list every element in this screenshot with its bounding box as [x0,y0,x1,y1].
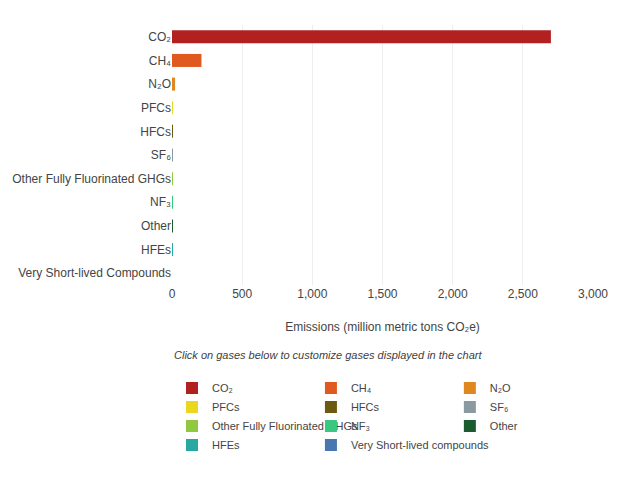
svg-text:PFCs: PFCs [212,401,240,413]
svg-text:HFEs: HFEs [212,439,240,451]
svg-text:3,000: 3,000 [578,287,608,301]
svg-text:N₂O: N₂O [490,382,511,394]
svg-text:Other: Other [141,219,171,233]
svg-text:1,000: 1,000 [297,287,327,301]
svg-text:0: 0 [169,287,176,301]
svg-text:Very Short-lived compounds: Very Short-lived compounds [351,439,489,451]
svg-text:Emissions (million metric tons: Emissions (million metric tons CO₂e) [285,320,480,334]
svg-text:NF₃: NF₃ [351,420,370,432]
svg-text:2,500: 2,500 [508,287,538,301]
svg-text:SF₆: SF₆ [151,148,171,162]
svg-text:N₂O: N₂O [148,77,171,91]
svg-text:Click on gases below to custom: Click on gases below to customize gases … [174,349,482,361]
svg-text:Other Fully Fluorinated GHGs: Other Fully Fluorinated GHGs [212,420,358,432]
svg-text:Other: Other [490,420,518,432]
svg-text:Very Short-lived Compounds: Very Short-lived Compounds [18,266,171,280]
svg-text:CH₄: CH₄ [149,54,171,68]
svg-text:CH₄: CH₄ [351,382,372,394]
svg-text:HFEs: HFEs [141,243,171,257]
svg-text:500: 500 [232,287,252,301]
svg-text:1,500: 1,500 [367,287,397,301]
svg-text:CO₂: CO₂ [148,30,171,44]
svg-text:2,000: 2,000 [438,287,468,301]
svg-text:NF₃: NF₃ [150,195,171,209]
svg-text:HFCs: HFCs [140,125,171,139]
svg-text:SF₆: SF₆ [490,401,509,413]
svg-text:HFCs: HFCs [351,401,380,413]
svg-text:Other Fully Fluorinated GHGs: Other Fully Fluorinated GHGs [12,172,171,186]
svg-text:CO₂: CO₂ [212,382,233,394]
svg-text:PFCs: PFCs [141,101,171,115]
